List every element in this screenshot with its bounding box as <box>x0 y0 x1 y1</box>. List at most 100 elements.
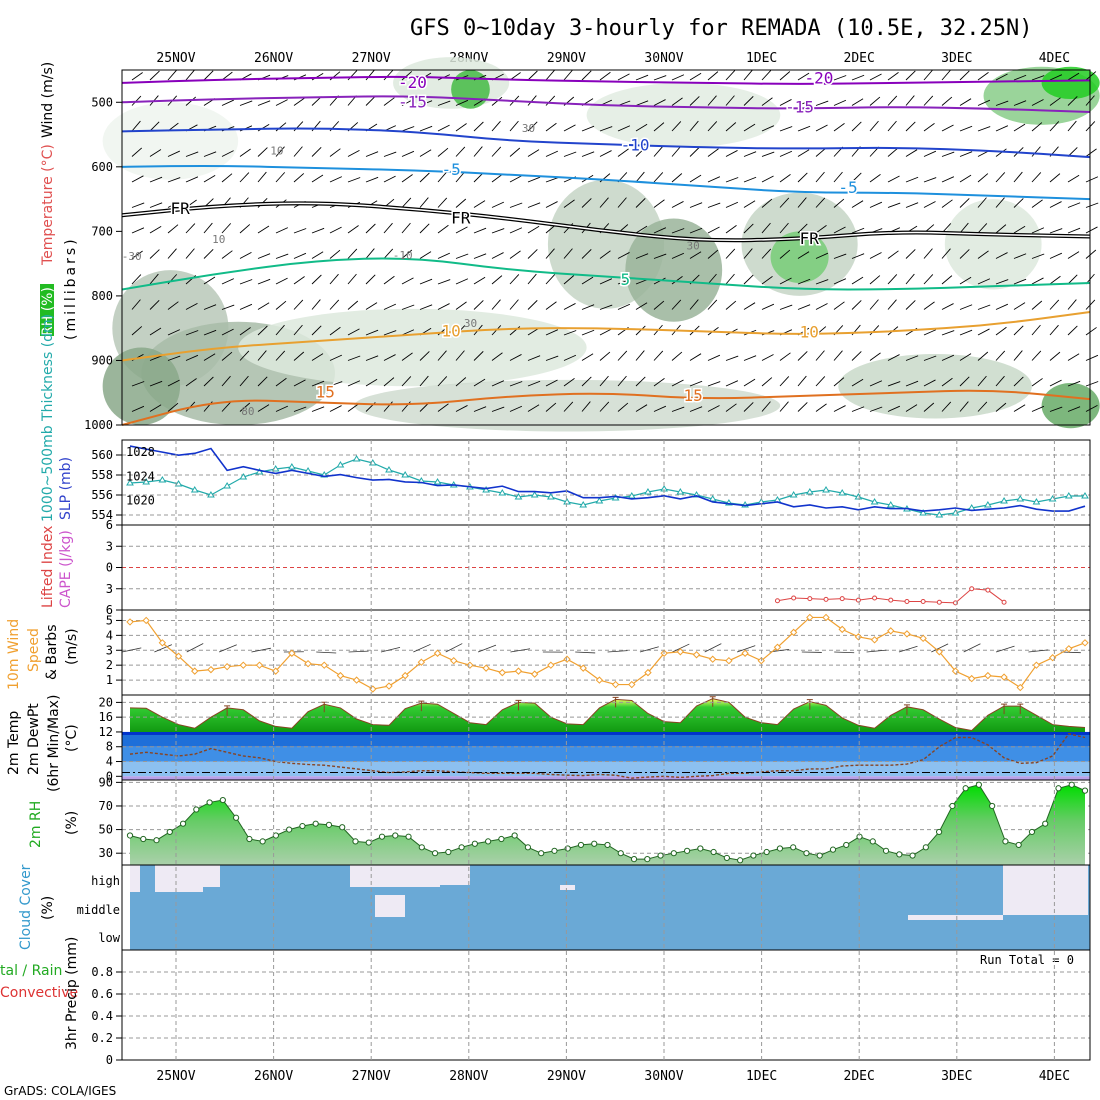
wind-barb <box>185 330 199 336</box>
wind-barb <box>941 275 953 285</box>
rh-point <box>511 832 518 839</box>
wind-barb <box>1049 228 1063 234</box>
rh-point <box>392 832 399 839</box>
wind-barb <box>815 350 825 361</box>
wind-barb <box>149 225 162 234</box>
wind-barb <box>581 329 595 336</box>
wind-barb <box>887 71 899 81</box>
wind-barb <box>1067 174 1080 183</box>
wind-speed-point <box>838 625 846 634</box>
wind-barb <box>635 147 646 157</box>
wind-barb <box>923 274 934 285</box>
wind-speed-point <box>903 630 911 638</box>
surface-wind-barb <box>963 643 981 653</box>
wind-barb <box>797 125 811 132</box>
thickness-point <box>611 494 620 501</box>
temp-max-tick <box>806 699 813 710</box>
wind-barb <box>653 146 663 157</box>
wind-barb <box>383 151 397 157</box>
wind-barb <box>545 402 557 412</box>
rh-point <box>259 838 266 845</box>
wind-barb <box>617 197 627 208</box>
wind-barb <box>311 227 325 234</box>
wind-barb <box>221 351 233 361</box>
thickness-point <box>919 509 928 516</box>
wind-barb <box>1049 351 1061 361</box>
wind-barb <box>653 199 665 208</box>
wind-barb <box>149 70 160 81</box>
rh-point <box>816 852 823 859</box>
wind-speed-point <box>692 651 701 659</box>
panel2-axes: 554 556 558 560 1020 1024 1028 <box>91 445 155 522</box>
thickness-point <box>190 486 199 493</box>
wind-barb <box>563 199 575 208</box>
rh-point <box>723 854 730 862</box>
wind-barb <box>833 226 846 234</box>
y-tick-label: 3 <box>106 582 113 596</box>
rh-blob <box>625 218 723 322</box>
wind-speed-point <box>870 636 879 644</box>
wind-barb <box>779 401 789 412</box>
wind-barb <box>599 71 611 81</box>
wind-barb <box>149 176 163 183</box>
rh-point <box>896 851 903 858</box>
wind-barb <box>815 279 829 285</box>
wind-barb <box>851 253 865 259</box>
wind-barb <box>419 172 430 183</box>
wind-speed-point <box>611 680 620 689</box>
wind-barb <box>131 227 145 234</box>
wind-speed-point <box>595 676 604 684</box>
wind-barb <box>941 124 954 132</box>
rh-point <box>697 845 704 852</box>
thickness-point <box>174 480 183 487</box>
wind-barb <box>527 149 540 157</box>
surface-wind-barb <box>736 645 756 653</box>
wind-barb <box>383 70 394 81</box>
thickness-point <box>126 479 134 486</box>
wind-barb <box>797 351 808 361</box>
rh-point <box>233 814 240 821</box>
wind-barb <box>833 253 847 259</box>
wind-barb <box>563 69 573 81</box>
wind-barb <box>941 354 955 361</box>
wind-barb <box>797 100 811 106</box>
date-label-top: 30NOV <box>644 51 683 66</box>
wind-speed-point <box>935 648 944 656</box>
wind-barb <box>1049 201 1062 208</box>
thickness-point <box>271 465 280 472</box>
wind-barb <box>329 405 342 412</box>
rh-contour-label: -30 <box>122 250 142 263</box>
wind-barb <box>797 402 808 412</box>
rh-point <box>140 835 147 843</box>
wind-barb <box>653 75 667 81</box>
wind-barb <box>491 173 503 183</box>
wind-barb <box>743 355 757 361</box>
wind-barb <box>1085 71 1097 81</box>
wind-barb <box>959 353 972 361</box>
wind-barb <box>329 381 343 387</box>
cape-axis-label: CAPE (J/kg) <box>58 530 74 608</box>
wind-speed-point <box>676 648 685 656</box>
wind-barb <box>203 353 216 361</box>
wind-barb <box>527 355 541 361</box>
y-tick-label-right: 1028 <box>126 445 155 459</box>
thickness-point <box>255 468 264 475</box>
wind-barb <box>473 300 484 310</box>
wind-barb <box>365 151 379 157</box>
wind-barb <box>509 202 523 208</box>
rh-point <box>365 839 372 846</box>
wind-barb <box>743 176 757 183</box>
y-tick-label: 90 <box>99 775 113 789</box>
date-label-bottom: 25NOV <box>156 1069 195 1084</box>
wind-barb <box>329 273 339 285</box>
rh-point <box>1068 781 1075 788</box>
wind-barb <box>365 223 376 234</box>
temperature-band <box>122 746 1090 762</box>
surface-wind-barb <box>413 643 431 653</box>
wind-barb <box>311 146 322 157</box>
wind-barb <box>923 177 937 183</box>
y-tick-label: 4 <box>106 628 113 642</box>
y-tick-label: 600 <box>91 160 113 174</box>
wind-barb <box>509 227 523 234</box>
wind-speed-point <box>1081 639 1089 647</box>
